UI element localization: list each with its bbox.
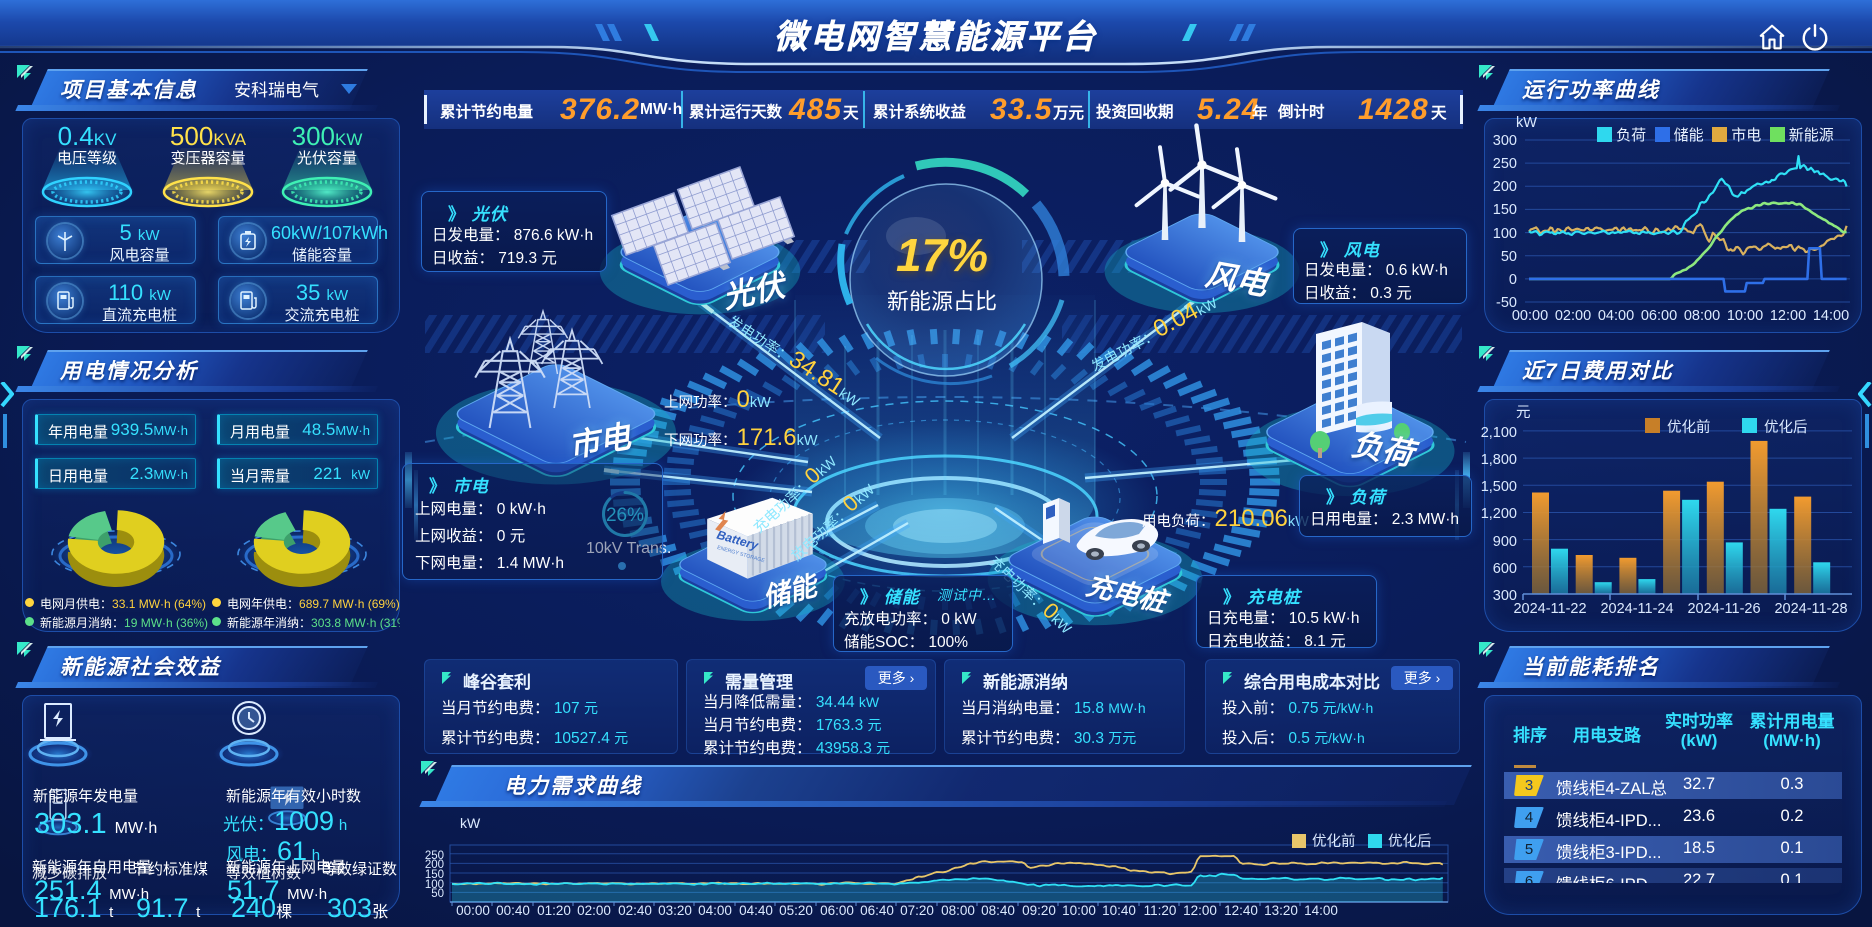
svg-text:10:00: 10:00 — [1727, 308, 1763, 324]
svg-text:300: 300 — [1493, 588, 1517, 604]
svg-text:14:00: 14:00 — [1813, 308, 1849, 324]
svg-text:kW: kW — [460, 815, 481, 831]
svg-text:07:20: 07:20 — [900, 903, 934, 918]
svg-text:10:00: 10:00 — [1062, 903, 1096, 918]
svg-text:03:20: 03:20 — [658, 903, 692, 918]
svg-text:13:20: 13:20 — [1264, 903, 1298, 918]
svg-text:1,800: 1,800 — [1481, 452, 1517, 468]
svg-text:2024-11-28: 2024-11-28 — [1774, 601, 1847, 617]
svg-text:06:00: 06:00 — [1641, 308, 1677, 324]
svg-text:26%: 26% — [606, 505, 644, 526]
svg-text:12:00: 12:00 — [1183, 903, 1217, 918]
svg-text:02:00: 02:00 — [1555, 308, 1591, 324]
svg-text:1,200: 1,200 — [1481, 506, 1517, 522]
svg-text:0: 0 — [1509, 272, 1517, 288]
svg-text:00:40: 00:40 — [496, 903, 530, 918]
svg-text:04:40: 04:40 — [739, 903, 773, 918]
svg-text:08:00: 08:00 — [1684, 308, 1720, 324]
svg-text:2024-11-22: 2024-11-22 — [1513, 601, 1586, 617]
svg-text:300: 300 — [1493, 133, 1517, 149]
svg-text:11:20: 11:20 — [1144, 903, 1177, 918]
svg-text:12:40: 12:40 — [1224, 903, 1258, 918]
svg-text:01:20: 01:20 — [537, 903, 571, 918]
svg-text:06:40: 06:40 — [860, 903, 894, 918]
svg-text:优化前: 优化前 — [1667, 419, 1711, 436]
svg-text:250: 250 — [1493, 156, 1517, 172]
svg-text:50: 50 — [1501, 249, 1517, 265]
svg-text:02:40: 02:40 — [618, 903, 652, 918]
svg-text:100: 100 — [1493, 226, 1517, 242]
svg-text:200: 200 — [1493, 179, 1517, 195]
svg-text:1,500: 1,500 — [1481, 479, 1517, 495]
svg-text:优化后: 优化后 — [1388, 833, 1432, 850]
svg-text:02:00: 02:00 — [577, 903, 611, 918]
svg-text:900: 900 — [1493, 534, 1517, 550]
svg-text:2024-11-24: 2024-11-24 — [1600, 601, 1673, 617]
svg-text:250: 250 — [425, 850, 444, 862]
svg-text:09:20: 09:20 — [1022, 903, 1056, 918]
svg-text:08:40: 08:40 — [981, 903, 1015, 918]
svg-text:150: 150 — [425, 869, 444, 881]
svg-text:100: 100 — [425, 879, 444, 891]
svg-text:2,100: 2,100 — [1481, 425, 1517, 441]
svg-text:优化前: 优化前 — [1312, 833, 1356, 850]
svg-text:00:00: 00:00 — [1512, 308, 1548, 324]
svg-text:00:00: 00:00 — [456, 903, 490, 918]
svg-text:元: 元 — [1516, 405, 1531, 421]
svg-text:50: 50 — [431, 888, 444, 900]
svg-text:10:40: 10:40 — [1102, 903, 1136, 918]
svg-text:150: 150 — [1493, 202, 1517, 218]
svg-text:05:20: 05:20 — [779, 903, 813, 918]
svg-text:08:00: 08:00 — [941, 903, 975, 918]
svg-text:200: 200 — [425, 859, 444, 871]
svg-text:04:00: 04:00 — [698, 903, 732, 918]
svg-text:kW: kW — [1516, 115, 1537, 131]
svg-text:-50: -50 — [1496, 295, 1517, 311]
svg-text:06:00: 06:00 — [820, 903, 854, 918]
svg-text:12:00: 12:00 — [1770, 308, 1806, 324]
svg-text:14:00: 14:00 — [1304, 903, 1338, 918]
svg-text:04:00: 04:00 — [1598, 308, 1634, 324]
svg-text:2024-11-26: 2024-11-26 — [1687, 601, 1760, 617]
svg-text:优化后: 优化后 — [1764, 419, 1808, 436]
svg-text:600: 600 — [1493, 561, 1517, 577]
